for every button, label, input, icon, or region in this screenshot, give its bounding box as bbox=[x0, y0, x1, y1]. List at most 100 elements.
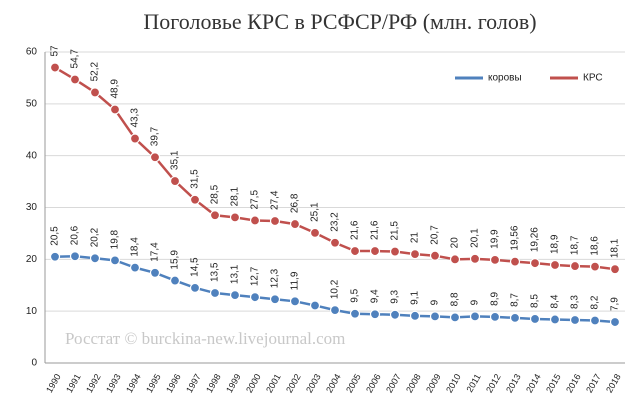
data-point bbox=[269, 294, 281, 305]
y-tick-label: 40 bbox=[26, 150, 38, 161]
x-tick-label: 2018 bbox=[604, 372, 623, 394]
data-label: 11,9 bbox=[290, 271, 301, 290]
data-point bbox=[269, 215, 281, 227]
data-label: 8,3 bbox=[570, 295, 581, 309]
data-label: 8,4 bbox=[550, 294, 561, 308]
data-label: 26,8 bbox=[290, 193, 301, 213]
data-point bbox=[489, 311, 501, 322]
data-label: 21,5 bbox=[390, 221, 401, 241]
x-tick-label: 2007 bbox=[384, 372, 403, 394]
data-label: 15,9 bbox=[170, 250, 181, 270]
x-tick-label: 1994 bbox=[124, 372, 143, 394]
data-point bbox=[409, 249, 421, 260]
data-label: 52,2 bbox=[90, 62, 101, 82]
x-tick-label: 2006 bbox=[364, 372, 383, 394]
chart-title: Поголовье КРС в РСФСР/РФ (млн. голов) bbox=[143, 9, 536, 34]
data-label: 19,26 bbox=[530, 227, 541, 252]
y-tick-label: 0 bbox=[31, 358, 37, 369]
data-label: 39,7 bbox=[150, 126, 161, 146]
data-point bbox=[49, 251, 61, 262]
data-point bbox=[389, 246, 401, 257]
y-tick-label: 30 bbox=[26, 202, 38, 213]
data-label: 9,3 bbox=[390, 289, 401, 303]
data-point bbox=[169, 175, 181, 187]
data-label: 18,9 bbox=[550, 234, 561, 254]
data-point bbox=[69, 74, 81, 85]
data-label: 20,1 bbox=[470, 228, 481, 248]
data-point bbox=[329, 305, 341, 316]
x-tick-label: 2002 bbox=[284, 372, 303, 394]
x-tick-label: 1992 bbox=[84, 372, 103, 394]
data-label: 14,5 bbox=[190, 257, 201, 277]
x-tick-label: 1995 bbox=[144, 372, 163, 394]
data-label: 13,1 bbox=[230, 264, 241, 284]
data-point bbox=[469, 253, 481, 264]
data-label: 23,2 bbox=[330, 212, 341, 232]
legend-label: КРС bbox=[583, 73, 603, 84]
watermark: Росстат © burckina-new.livejournal.com bbox=[65, 329, 345, 348]
data-point bbox=[149, 152, 161, 163]
data-label: 20 bbox=[450, 237, 461, 249]
data-label: 21,6 bbox=[370, 220, 381, 240]
data-label: 20,6 bbox=[70, 225, 81, 245]
data-label: 20,5 bbox=[50, 226, 61, 246]
data-point bbox=[129, 262, 141, 273]
data-point bbox=[589, 261, 601, 272]
y-tick-label: 10 bbox=[26, 306, 38, 317]
x-tick-label: 1997 bbox=[184, 372, 203, 394]
data-point bbox=[469, 311, 481, 322]
x-tick-label: 2014 bbox=[524, 372, 543, 394]
x-tick-label: 1998 bbox=[204, 372, 223, 394]
y-tick-label: 50 bbox=[26, 98, 38, 109]
data-label: 25,1 bbox=[310, 202, 321, 222]
data-point bbox=[349, 308, 361, 319]
data-label: 18,6 bbox=[590, 236, 601, 256]
x-tick-label: 2008 bbox=[404, 372, 423, 394]
data-point bbox=[129, 133, 141, 144]
data-point bbox=[529, 258, 541, 269]
data-label: 8,9 bbox=[490, 292, 501, 306]
data-point bbox=[389, 309, 401, 320]
data-label: 8,2 bbox=[590, 295, 601, 309]
data-label: 20,2 bbox=[90, 227, 101, 247]
data-point bbox=[249, 292, 261, 303]
data-label: 12,3 bbox=[270, 268, 281, 288]
x-tick-label: 2004 bbox=[324, 372, 343, 394]
data-point bbox=[429, 311, 441, 322]
data-point bbox=[369, 309, 381, 320]
data-point bbox=[449, 312, 461, 323]
data-label: 7,9 bbox=[610, 297, 621, 311]
data-point bbox=[369, 245, 381, 257]
x-tick-label: 1993 bbox=[104, 372, 123, 394]
y-tick-label: 20 bbox=[26, 254, 38, 265]
data-label: 21 bbox=[410, 232, 421, 244]
data-label: 43,3 bbox=[130, 108, 141, 128]
data-point bbox=[509, 256, 521, 267]
data-point bbox=[589, 315, 601, 326]
data-point bbox=[189, 282, 201, 293]
data-point bbox=[309, 300, 321, 311]
data-label: 10,2 bbox=[330, 279, 341, 299]
x-tick-label: 2010 bbox=[444, 372, 463, 394]
data-point bbox=[569, 314, 581, 326]
data-label: 27,5 bbox=[250, 190, 261, 210]
data-point bbox=[229, 212, 241, 223]
data-point bbox=[69, 251, 81, 262]
data-label: 18,7 bbox=[570, 235, 581, 255]
data-point bbox=[609, 264, 621, 275]
data-point bbox=[289, 218, 301, 230]
data-point bbox=[549, 314, 561, 325]
data-point bbox=[329, 237, 341, 248]
data-label: 20,7 bbox=[430, 225, 441, 245]
x-tick-label: 2009 bbox=[424, 372, 443, 394]
data-point bbox=[429, 250, 441, 261]
data-label: 31,5 bbox=[190, 169, 201, 189]
x-tick-label: 1996 bbox=[164, 372, 183, 394]
x-tick-label: 2013 bbox=[504, 372, 523, 394]
data-point bbox=[229, 289, 241, 301]
x-tick-label: 2011 bbox=[464, 372, 482, 394]
data-point bbox=[249, 215, 261, 226]
data-point bbox=[209, 210, 221, 221]
data-point bbox=[169, 275, 181, 286]
data-label: 17,4 bbox=[150, 242, 161, 262]
